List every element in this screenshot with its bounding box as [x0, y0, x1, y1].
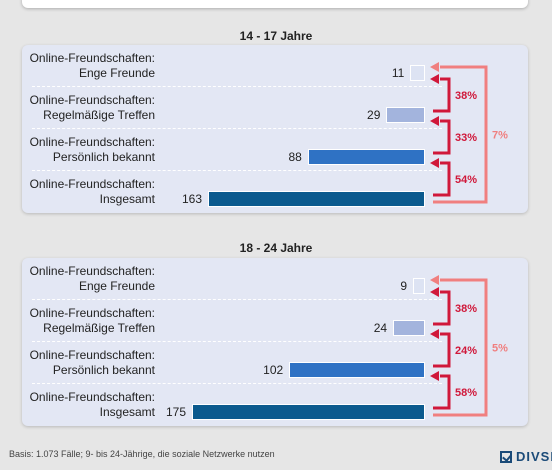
bar [410, 65, 425, 81]
logo-text: DIVSI [516, 449, 552, 464]
category-label-line: Online-Freundschaften: [29, 135, 155, 149]
category-label-line: Online-Freundschaften: [29, 177, 155, 191]
category-label: Online-Freundschaften: Persönlich bekannt [30, 135, 155, 164]
row-separator [32, 170, 442, 171]
value-label: 163 [181, 192, 202, 206]
chart-row: Online-Freundschaften: Regelmäßige Treffe… [22, 87, 528, 129]
chart-row: Online-Freundschaften: Insgesamt 163 [22, 171, 528, 213]
footer-note: Basis: 1.073 Fälle; 9- bis 24-Jährige, d… [9, 449, 275, 459]
category-label: Online-Freundschaften: Regelmäßige Treffe… [30, 306, 155, 335]
value-label: 9 [400, 279, 408, 293]
category-label-line: Insgesamt [99, 404, 155, 419]
row-separator [32, 341, 442, 342]
row-separator [32, 383, 442, 384]
bar [393, 320, 425, 336]
chart-row: Online-Freundschaften: Insgesamt 175 [22, 384, 528, 426]
divsi-logo: DIVSI [500, 449, 552, 464]
chart-row: Online-Freundschaften: Regelmäßige Treffe… [22, 300, 528, 342]
bar [289, 362, 425, 378]
chart-row: Online-Freundschaften: Persönlich bekannt… [22, 342, 528, 384]
category-label-line: Insgesamt [99, 191, 155, 206]
category-label: Online-Freundschaften: Enge Freunde [30, 264, 155, 293]
value-label: 11 [391, 66, 405, 80]
chart-row: Online-Freundschaften: Persönlich bekannt… [22, 129, 528, 171]
category-label-line: Enge Freunde [78, 278, 155, 293]
previous-chart-panel [22, 0, 528, 8]
category-label-line: Online-Freundschaften: [29, 51, 155, 65]
bar [208, 191, 425, 207]
category-label-line: Persönlich bekannt [52, 362, 155, 377]
category-label-line: Enge Freunde [78, 65, 155, 80]
chart-title-14-17: 14 - 17 Jahre [239, 29, 313, 43]
check-icon [500, 450, 512, 463]
chart-row: Online-Freundschaften: Enge Freunde 9 [22, 258, 528, 300]
category-label-line: Persönlich bekannt [52, 149, 155, 164]
category-label: Online-Freundschaften: Enge Freunde [30, 51, 155, 80]
category-label: Online-Freundschaften: Insgesamt [30, 390, 155, 419]
chart-title-18-24: 18 - 24 Jahre [239, 241, 313, 255]
category-label-line: Online-Freundschaften: [29, 306, 155, 320]
chart-row: Online-Freundschaften: Enge Freunde 11 [22, 45, 528, 87]
category-label: Online-Freundschaften: Regelmäßige Treffe… [30, 93, 155, 122]
bar [386, 107, 425, 123]
bar [192, 404, 425, 420]
bar [413, 278, 425, 294]
category-label: Online-Freundschaften: Insgesamt [30, 177, 155, 206]
category-label-line: Regelmäßige Treffen [43, 107, 155, 122]
value-label: 175 [165, 405, 187, 419]
row-separator [32, 86, 442, 87]
value-label: 24 [373, 321, 388, 335]
value-label: 88 [288, 150, 302, 164]
category-label-line: Online-Freundschaften: [29, 348, 155, 362]
row-separator [32, 128, 442, 129]
bar [307, 149, 425, 165]
category-label-line: Online-Freundschaften: [29, 93, 155, 107]
value-label: 29 [367, 108, 381, 122]
category-label-line: Online-Freundschaften: [29, 264, 155, 278]
row-separator [32, 299, 442, 300]
value-label: 102 [263, 363, 284, 377]
category-label: Online-Freundschaften: Persönlich bekannt [30, 348, 155, 377]
category-label-line: Regelmäßige Treffen [43, 320, 155, 335]
category-label-line: Online-Freundschaften: [29, 390, 155, 404]
